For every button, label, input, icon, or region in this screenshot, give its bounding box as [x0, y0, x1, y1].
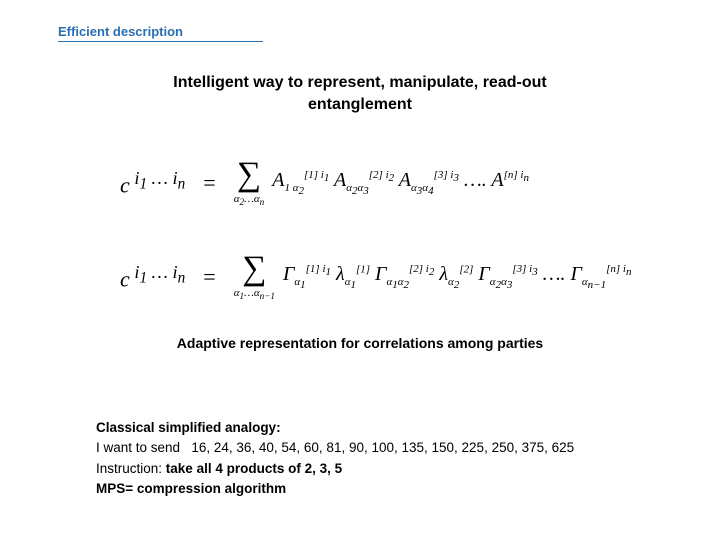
analogy-title: Classical simplified analogy:: [96, 420, 281, 435]
analogy-numbers: 16, 24, 36, 40, 54, 60, 81, 90, 100, 135…: [191, 440, 574, 455]
analogy-instruction-prefix: Instruction:: [96, 461, 162, 476]
equals-sign: =: [203, 264, 215, 290]
headline-line2: entanglement: [308, 96, 412, 113]
analogy-instruction-body: take all 4 products of 2, 3, 5: [166, 461, 342, 476]
eq2-rhs: Γα1[1] i1 λα1[1] Γα1α2[2] i2 λα2[2] Γα2α…: [283, 263, 632, 291]
section-header: Efficient description: [58, 24, 263, 42]
caption-adaptive-representation: Adaptive representation for correlations…: [0, 335, 720, 351]
equation-mps-a: c i1 … in = ∑ α2…αn A1 α2[1] i1 Aα2α3[2]…: [120, 158, 529, 207]
equals-sign: =: [203, 170, 215, 196]
analogy-send-prefix: I want to send: [96, 440, 180, 455]
eq1-sum-sub: α2…αn: [234, 194, 265, 207]
eq2-lhs: c i1 … in: [120, 262, 185, 292]
classical-analogy-block: Classical simplified analogy: I want to …: [96, 418, 574, 499]
sum-symbol: ∑ α2…αn: [234, 158, 265, 207]
eq1-lhs: c i1 … in: [120, 168, 185, 198]
analogy-mps-line: MPS= compression algorithm: [96, 481, 286, 496]
equation-mps-gamma-lambda: c i1 … in = ∑ α1…αn−1 Γα1[1] i1 λα1[1] Γ…: [120, 252, 631, 301]
headline: Intelligent way to represent, manipulate…: [0, 72, 720, 115]
eq2-sum-sub: α1…αn−1: [234, 288, 275, 301]
sum-symbol: ∑ α1…αn−1: [234, 252, 275, 301]
headline-line1: Intelligent way to represent, manipulate…: [173, 74, 546, 91]
eq1-rhs: A1 α2[1] i1 Aα2α3[2] i2 Aα3α4[3] i3 …. A…: [272, 169, 529, 197]
